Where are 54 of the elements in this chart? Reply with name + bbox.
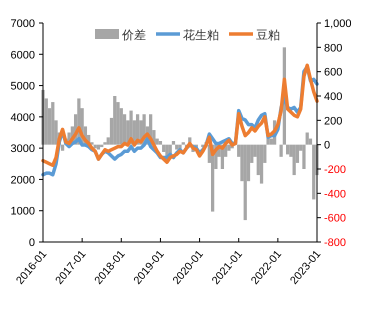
y2-tick-label: 600 [324,66,342,79]
y-tick-label: 2000 [10,174,35,186]
bar [308,138,312,145]
bar [110,118,114,145]
y-tick-label: 0 [28,237,35,249]
y2-tick-label: -200 [324,164,346,176]
bar [292,144,296,176]
y-tick-label: 6000 [10,49,35,62]
bar [237,144,240,157]
bar [256,144,260,176]
bar [312,144,316,200]
y-tick-label: 4000 [10,112,35,124]
bar [289,144,293,157]
bar [106,137,110,145]
bar [244,144,247,220]
bar [44,98,48,145]
legend-label: 花生粕 [183,28,219,42]
bar [51,102,54,145]
bar [263,144,266,163]
bar [120,108,123,145]
bar [60,144,64,151]
y2-tick-label: -600 [324,212,346,225]
legend-label: 价差 [121,28,146,42]
bar [175,144,178,150]
y2-tick-label: 0 [324,140,330,152]
bar [250,144,254,163]
bar [227,144,231,151]
bar [96,144,100,150]
bar [306,132,309,145]
bar [279,144,283,157]
y2-tick-label: -400 [324,188,346,200]
bar [113,96,116,145]
bar [100,144,104,148]
y-tick-label: 7000 [10,18,35,30]
y2-tick-label: 400 [324,91,342,103]
bar [240,144,244,182]
bar [162,144,166,152]
y2-tick-label: 800 [324,42,342,54]
y-tick-label: 1000 [10,206,35,218]
y-tick-label: 5000 [10,80,35,93]
bar [246,144,250,182]
bar [156,138,159,145]
legend-label: 豆粕 [256,28,280,42]
y2-tick-label: 1,000 [324,18,352,30]
bar [302,144,306,169]
bar [103,142,107,145]
y2-tick-label: 200 [324,115,342,128]
bar [182,142,185,145]
y2-tick-label: -800 [324,237,346,249]
bar [94,144,97,148]
bar [260,144,264,184]
y-tick-label: 3000 [10,143,35,156]
bar [296,144,300,163]
bar [286,144,290,154]
